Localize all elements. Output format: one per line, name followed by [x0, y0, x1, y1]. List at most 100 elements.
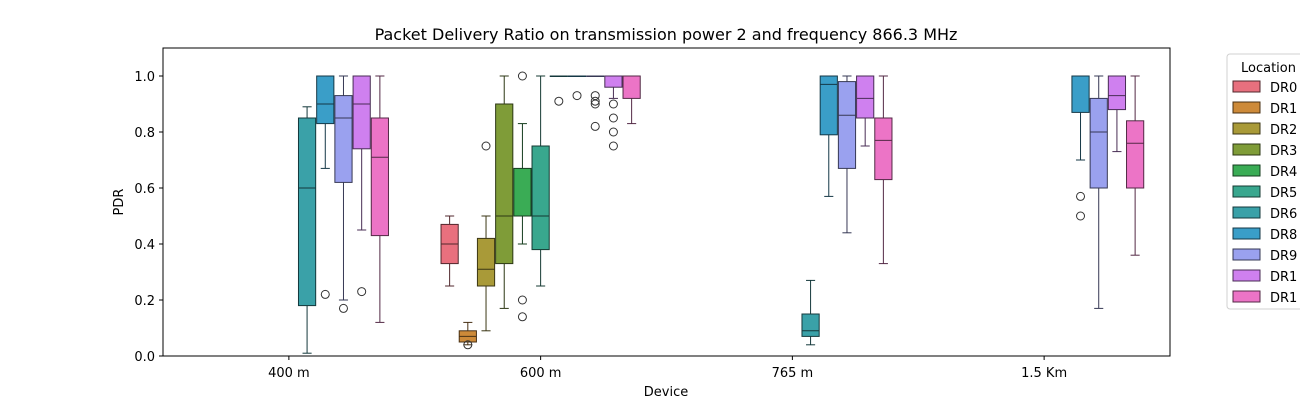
box-body	[1126, 120, 1145, 189]
box-dr1	[856, 75, 875, 147]
outlier-point	[608, 127, 618, 137]
y-tick-label: 0.0	[134, 350, 155, 365]
box-body	[1107, 75, 1127, 111]
legend-swatch	[1232, 80, 1261, 93]
outlier-point	[338, 303, 348, 313]
box-body	[1089, 97, 1108, 189]
box-body	[495, 103, 514, 265]
box-dr6	[297, 106, 317, 354]
legend-swatch	[1232, 248, 1261, 261]
box-dr9	[837, 75, 857, 234]
box-dr3	[495, 75, 514, 309]
legend-label: DR3	[1270, 144, 1297, 159]
box-dr8	[567, 75, 587, 101]
chart-title: Packet Delivery Ratio on transmission po…	[375, 25, 958, 44]
legend-frame	[1226, 53, 1300, 310]
box-body	[316, 75, 335, 125]
outlier-point	[481, 141, 491, 151]
legend-swatch	[1232, 206, 1261, 219]
outlier-point	[590, 99, 600, 109]
outlier-point	[1076, 211, 1086, 221]
box-dr9	[586, 75, 605, 131]
box-body	[622, 75, 641, 99]
outlier-point	[590, 96, 600, 106]
box-body	[874, 117, 893, 181]
legend-label: DR6	[1270, 207, 1297, 222]
box-body	[801, 313, 820, 337]
legend-label: DR5	[1270, 186, 1297, 201]
outlier-point	[608, 99, 618, 109]
y-tick-label: 0.6	[134, 182, 155, 197]
box-body	[604, 75, 623, 88]
box-dr8	[1071, 75, 1090, 221]
box-dr1	[1126, 75, 1145, 256]
box-body	[856, 75, 875, 119]
legend-label: DR9	[1270, 249, 1297, 264]
box-dr5	[531, 75, 550, 287]
box-dr9	[334, 75, 353, 313]
box-dr1	[1107, 75, 1127, 153]
y-tick-label: 0.4	[134, 238, 155, 253]
box-dr8	[316, 75, 335, 299]
box-body	[837, 81, 857, 169]
legend-label: DR2	[1270, 123, 1297, 138]
x-tick-label: 600 m	[520, 366, 562, 381]
outlier-point	[572, 91, 582, 101]
outlier-point	[517, 312, 527, 322]
legend-swatch	[1232, 227, 1261, 240]
x-tick-label: 1.5 Km	[1021, 366, 1067, 381]
legend-swatch	[1232, 290, 1261, 303]
legend-swatch	[1232, 269, 1261, 282]
box-dr2	[476, 141, 496, 332]
box-dr1	[352, 75, 371, 297]
plot-area: 0.0 0.2 0.4 0.6 0.8 1.0 400 m 600 m 765 m 1.5 Km	[134, 70, 1145, 381]
legend-swatch	[1232, 122, 1261, 135]
box-dr8	[819, 75, 838, 197]
box-dr4	[513, 71, 532, 322]
box-body	[297, 117, 317, 307]
box-dr9	[1089, 75, 1108, 309]
box-dr1	[458, 321, 477, 350]
plot-frame	[162, 47, 1171, 357]
box-body	[370, 117, 389, 237]
y-tick-label: 0.8	[134, 126, 155, 141]
legend-label: DR0	[1270, 81, 1297, 96]
outlier-point	[590, 121, 600, 131]
box-dr1	[874, 75, 893, 265]
box-dr1	[622, 75, 641, 125]
outlier-point	[554, 96, 564, 106]
outlier-point	[608, 141, 618, 151]
box-body	[531, 145, 550, 251]
y-axis-label: PDR	[112, 189, 127, 216]
box-dr6	[549, 75, 568, 106]
box-dr6	[801, 279, 820, 346]
box-body	[334, 95, 353, 183]
legend-swatch	[1232, 164, 1261, 177]
legend-swatch	[1232, 101, 1261, 114]
y-tick-label: 0.2	[134, 294, 155, 309]
legend-swatch	[1232, 143, 1261, 156]
box-body	[513, 167, 532, 217]
legend-label: DR1	[1270, 270, 1297, 285]
outlier-point	[357, 287, 367, 297]
box-dr1	[370, 75, 389, 323]
outlier-point	[517, 71, 527, 81]
box-body	[352, 75, 371, 150]
box-dr1	[604, 75, 623, 151]
legend-label: DR1	[1270, 291, 1297, 306]
legend-label: DR8	[1270, 228, 1297, 243]
legend-title: Location	[1241, 61, 1296, 76]
outlier-point	[320, 289, 330, 299]
box-body	[476, 237, 496, 287]
box-body	[1071, 75, 1090, 113]
outlier-point	[1076, 191, 1086, 201]
x-tick-label: 765 m	[772, 366, 814, 381]
legend: Location DR0 DR1 DR2 DR3 DR4 DR5 DR6 DR8 DR9 DR1 D…	[1226, 53, 1300, 310]
x-axis-label: Device	[644, 385, 688, 400]
outlier-point	[463, 340, 473, 350]
outlier-point	[517, 295, 527, 305]
outlier-point	[608, 113, 618, 123]
y-tick-label: 1.0	[134, 70, 155, 85]
legend-swatch	[1232, 185, 1261, 198]
